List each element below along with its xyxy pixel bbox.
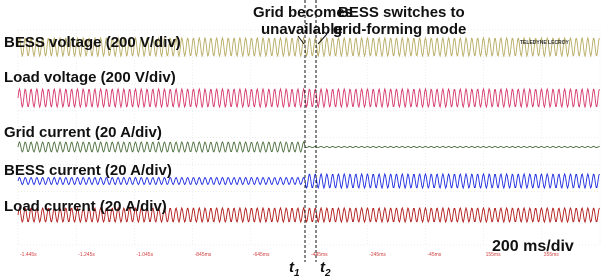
annotation: BESS switches to: [338, 4, 465, 21]
time-label: -1.445s: [20, 252, 37, 258]
time-label: -1.045s: [136, 252, 153, 258]
time-label: -45ms: [427, 252, 441, 258]
time-label: -845ms: [195, 252, 212, 258]
timebase: 200 ms/div: [492, 238, 574, 255]
trace-label: BESS voltage (200 V/div): [4, 34, 181, 51]
brand: TELEDYNE LECROY: [520, 40, 570, 46]
marker-sub: 2: [324, 268, 331, 279]
trace-label: BESS current (20 A/div): [4, 162, 172, 179]
time-label: -445ms: [311, 252, 328, 258]
annotation: unavailable: [261, 21, 343, 38]
time-label: -1.245s: [78, 252, 95, 258]
annotation: grid-forming mode: [333, 21, 466, 38]
time-label: -245ms: [369, 252, 386, 258]
time-label: -645ms: [253, 252, 270, 258]
trace-label: Load voltage (200 V/div): [4, 69, 176, 86]
marker-sub: 1: [294, 268, 300, 279]
time-label: 355ms: [544, 252, 560, 258]
time-label: 155ms: [486, 252, 502, 258]
oscilloscope-capture: Grid becomes unavailable BESS switches t…: [0, 0, 613, 280]
trace-label: Load current (20 A/div): [4, 198, 167, 215]
trace-label: Grid current (20 A/div): [4, 124, 162, 141]
